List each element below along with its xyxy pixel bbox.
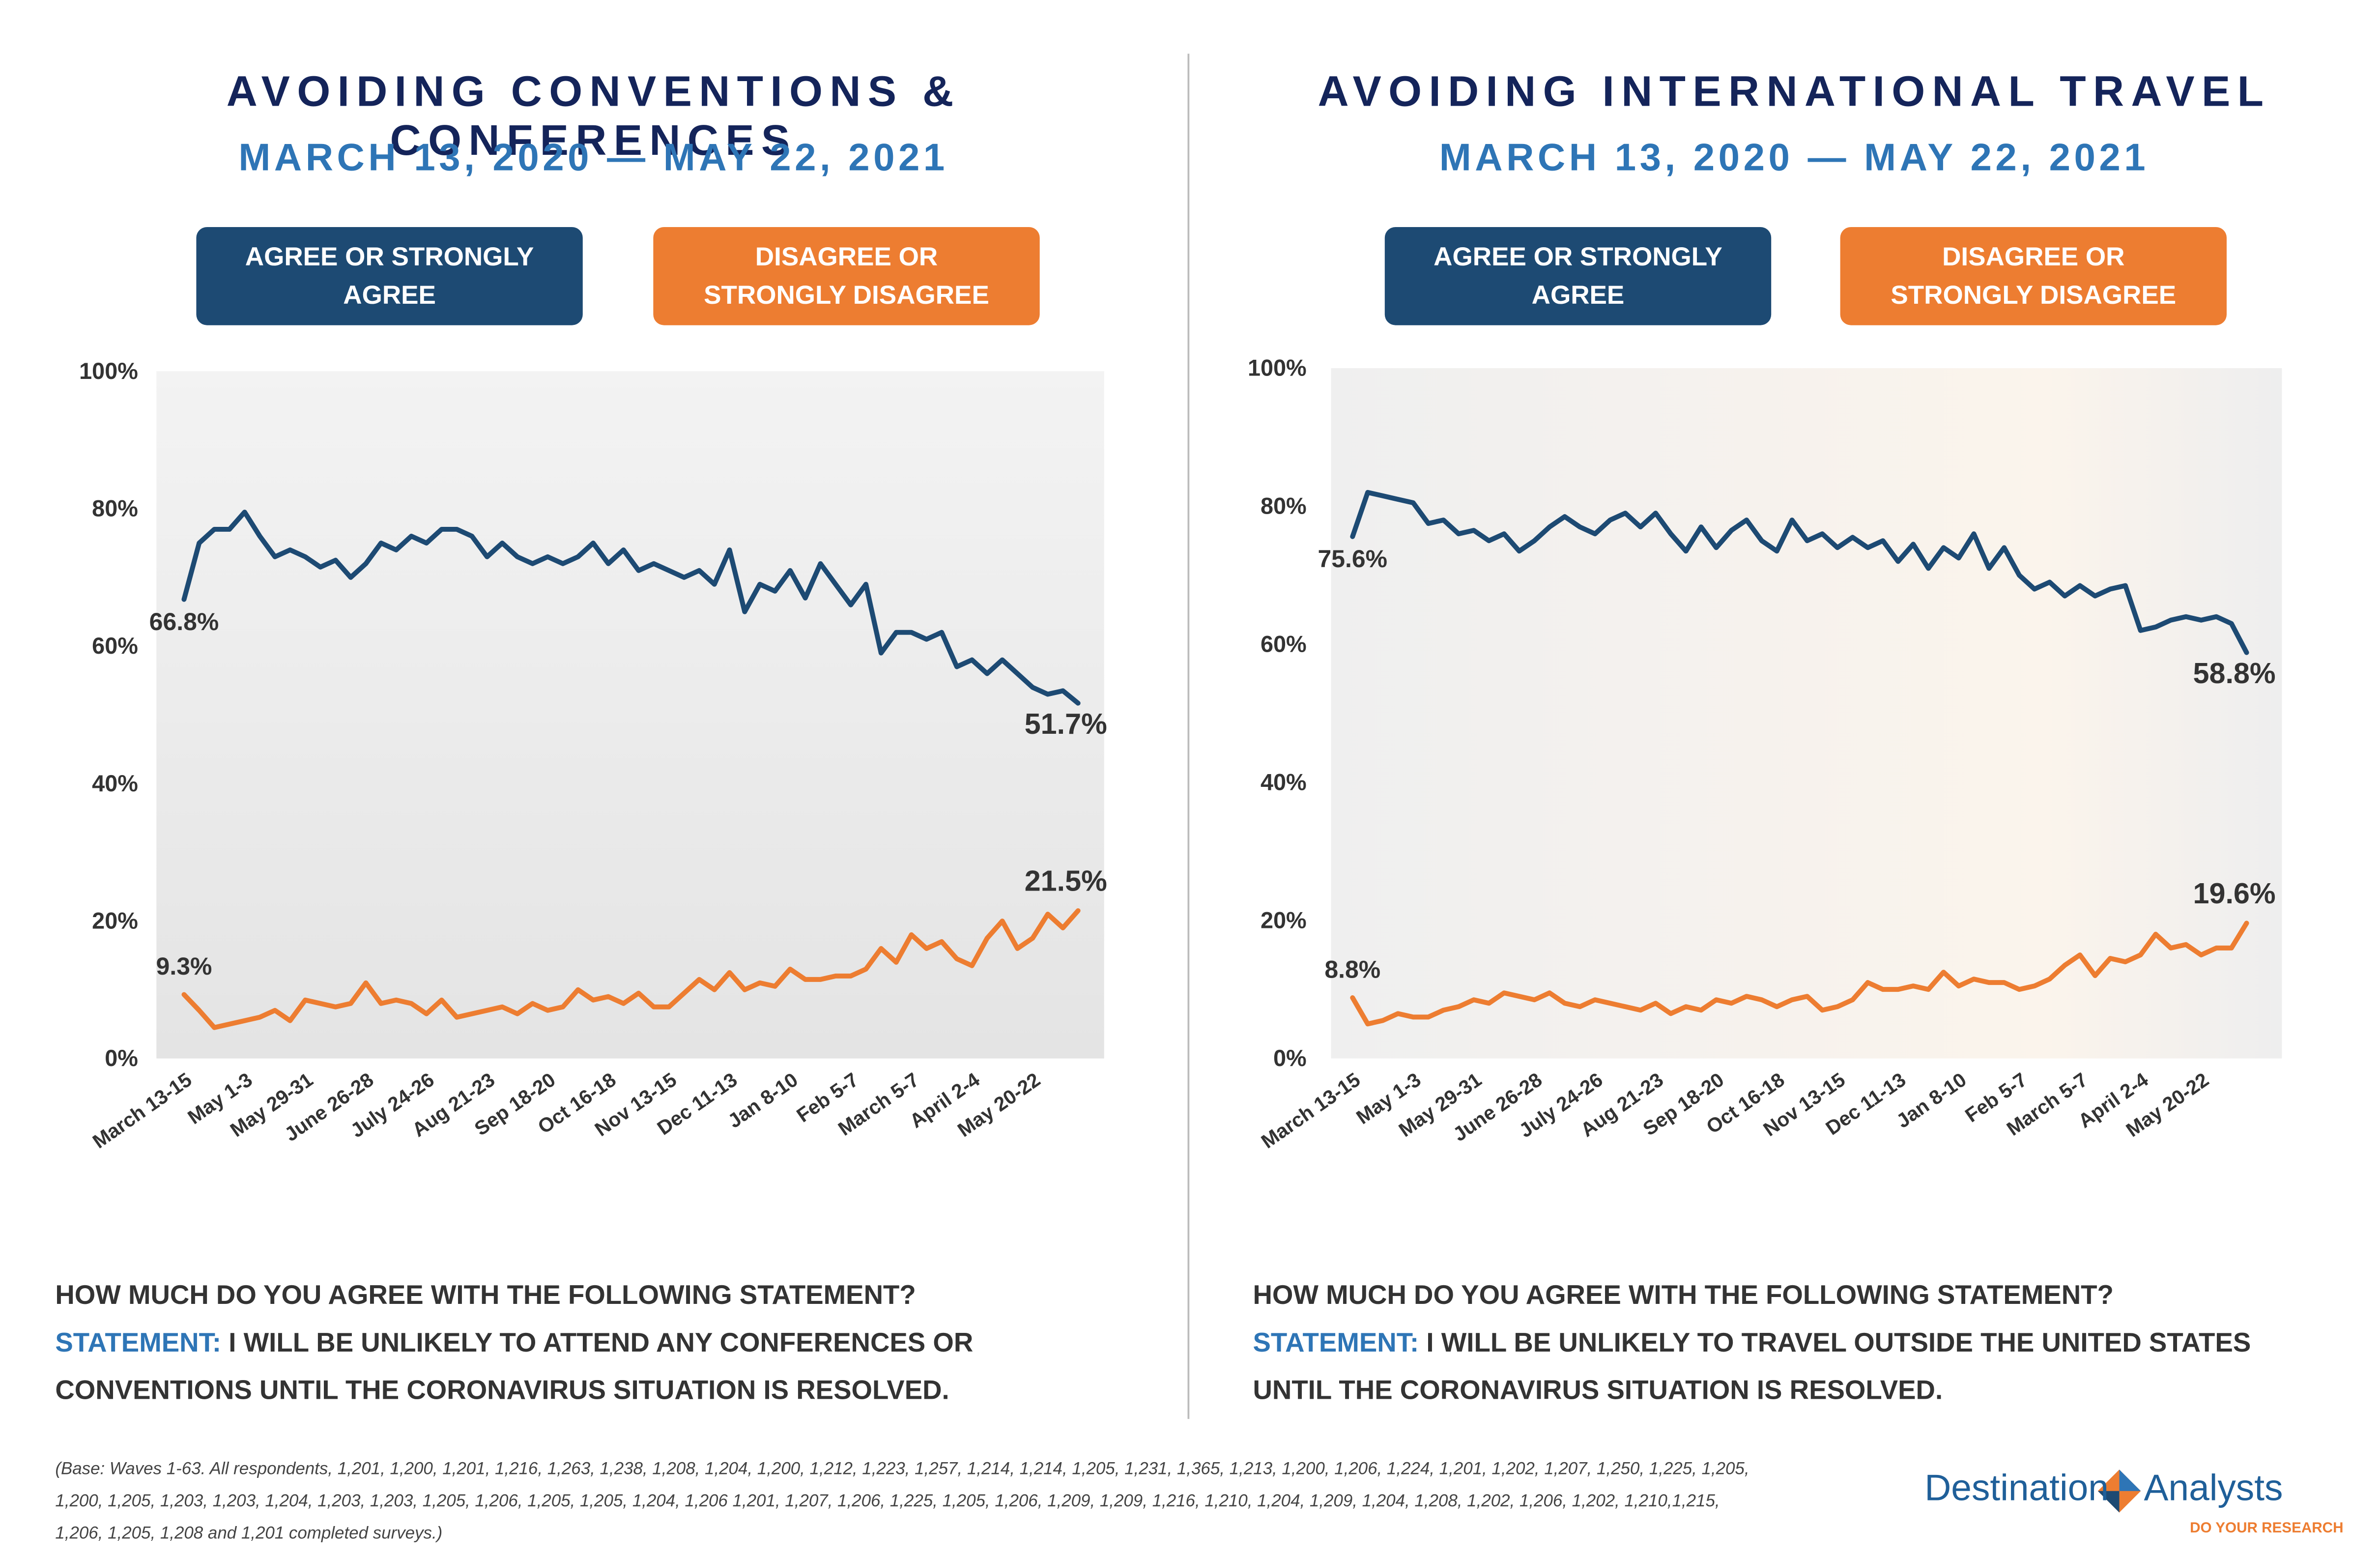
x-tick-label: March 13-15 [1257,1068,1364,1153]
y-tick-label: 40% [92,771,138,796]
legend-item: DISAGREE OR STRONGLY DISAGREE [1840,227,2227,325]
y-tick-label: 20% [92,908,138,934]
question-block: HOW MUCH DO YOU AGREE WITH THE FOLLOWING… [55,1271,1098,1414]
logo-word: Destination [1924,1468,2109,1510]
y-tick-label: 100% [1248,355,1307,381]
subtitle: MARCH 13, 2020 — MAY 22, 2021 [1439,136,2150,180]
legend-label: AGREE OR STRONGLY AGREE [245,242,534,310]
x-tick-label: March 13-15 [88,1068,196,1153]
question: HOW MUCH DO YOU AGREE WITH THE FOLLOWING… [55,1279,916,1310]
legend-item: AGREE OR STRONGLY AGREE [196,227,583,325]
data-label: 8.8% [1324,955,1380,983]
y-tick-label: 0% [105,1045,138,1071]
statement: I WILL BE UNLIKELY TO ATTEND ANY CONFERE… [55,1326,974,1406]
y-tick-label: 20% [1261,907,1307,933]
y-tick-label: 60% [1261,632,1307,657]
legend-label: DISAGREE OR STRONGLY DISAGREE [704,242,989,310]
y-tick-label: 60% [92,633,138,659]
data-label: 51.7% [1025,707,1107,740]
data-label: 19.6% [2193,877,2276,910]
legend-label: AGREE OR STRONGLY AGREE [1434,242,1722,310]
logo-tagline: DO YOUR RESEARCH [2190,1520,2344,1537]
question-block: HOW MUCH DO YOU AGREE WITH THE FOLLOWING… [1253,1271,2295,1414]
y-tick-label: 0% [1273,1045,1307,1071]
title: AVOIDING INTERNATIONAL TRAVEL [1318,67,2271,115]
data-label: 75.6% [1318,545,1388,573]
series-line [181,509,1081,706]
plot-background [1331,368,2282,1059]
data-label: 66.8% [149,608,219,635]
legend-item: AGREE OR STRONGLY AGREE [1384,227,1772,325]
y-tick-label: 40% [1261,769,1307,795]
series-line [1350,921,2249,1027]
y-tick-label: 80% [1261,493,1307,519]
footnote: (Base: Waves 1-63. All respondents, 1,20… [55,1460,1749,1543]
subtitle: MARCH 13, 2020 — MAY 22, 2021 [238,136,948,180]
plot-background [156,371,1104,1059]
statement-label: STATEMENT: [1253,1326,1419,1358]
logo-word: Analysts [2144,1468,2283,1510]
data-label: 9.3% [156,952,212,980]
data-label: 21.5% [1025,864,1107,897]
legend-label: DISAGREE OR STRONGLY DISAGREE [1891,242,2177,310]
data-label: 58.8% [2193,657,2276,690]
series-line [1350,490,2249,655]
legend-item: DISAGREE OR STRONGLY DISAGREE [653,227,1040,325]
y-tick-label: 100% [79,358,138,384]
title: AVOIDING CONVENTIONS & CONFERENCES [226,67,961,164]
question: HOW MUCH DO YOU AGREE WITH THE FOLLOWING… [1253,1279,2114,1310]
statement: I WILL BE UNLIKELY TO TRAVEL OUTSIDE THE… [1253,1326,2251,1406]
y-tick-label: 80% [92,496,138,521]
statement-label: STATEMENT: [55,1326,222,1358]
series-line [181,908,1081,1030]
